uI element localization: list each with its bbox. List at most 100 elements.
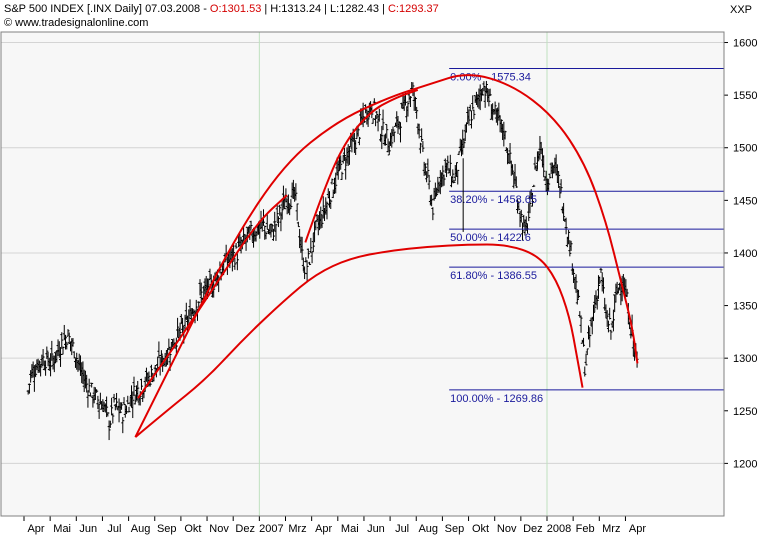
price-bar [131,391,135,419]
price-bar [514,176,518,188]
price-bar [90,382,94,388]
price-bar [628,321,632,330]
price-bar [499,119,503,133]
price-bar [508,143,512,164]
price-bar [340,171,344,180]
price-bar [283,198,287,210]
price-bar [427,174,431,190]
y-tick-label-1600: 1600 [733,38,757,50]
price-bar [106,412,110,417]
interval: Daily] [114,3,142,15]
x-tick-label-15: Aug [418,523,438,535]
price-bar [425,171,429,183]
price-bar [601,277,605,294]
price-bar [524,216,528,231]
price-bar [606,320,610,333]
price-bar [270,223,274,233]
price-bar [452,179,456,184]
price-bar [519,209,523,223]
price-bar [472,109,476,120]
price-bar [321,196,325,219]
price-bar [233,257,237,270]
price-bar [295,203,299,221]
x-tick-label-22: Mrz [602,523,620,535]
y-tick-label-1300: 1300 [733,353,757,365]
price-bar [457,151,461,156]
price-bar [61,346,65,355]
price-bar [398,122,402,143]
price-bar [483,86,487,108]
low-value: 1282.43 [339,3,379,15]
price-bar [334,172,338,194]
y-tick-label-1200: 1200 [733,458,757,470]
price-bar [249,220,253,229]
price-bar [625,288,629,297]
price-bar [371,118,375,124]
price-bar [562,202,566,221]
x-tick-label-13: Jun [367,523,385,535]
price-bar [294,183,298,201]
price-bar [418,142,422,154]
price-bar [305,260,309,283]
price-bar [462,138,466,148]
bar-date: 07.03.2008 [145,3,201,15]
price-bar [95,389,99,393]
y-axis: 1200 1250 1300 1350 1400 1450 1500 1550 1600 [724,38,757,470]
price-bar [199,282,203,303]
price-bar [442,174,446,186]
fib-label-50.00%: 50.00% - 1422.6 [450,232,531,244]
price-bar [431,207,435,221]
price-bar [558,186,562,199]
price-bar [235,253,239,271]
price-bar [276,216,280,228]
price-bar [481,87,485,96]
price-bar [115,392,119,408]
price-bar [375,110,379,119]
price-bar [289,199,293,210]
price-bar [421,141,425,153]
price-bar [88,392,92,397]
price-bar [493,101,497,115]
y-tick-label-1500: 1500 [733,143,757,155]
x-tick-label-16: Sep [445,523,465,535]
price-bar [503,130,507,140]
open-label: O: [209,3,222,15]
price-bar [329,199,333,209]
price-bar [149,364,153,378]
price-bar [64,334,68,350]
fib-label-100.00%: 100.00% - 1269.86 [450,393,543,405]
price-bar [591,304,595,322]
price-bar [423,163,427,176]
price-bar [274,223,278,241]
price-bar [448,154,452,176]
price-bar [120,402,124,410]
price-bar [132,376,136,396]
large-arc [134,74,639,438]
price-bar [430,194,434,207]
price-bar [366,110,370,127]
price-bar [413,96,417,111]
price-bar [44,360,48,376]
x-tick-label-1: Mai [53,523,71,535]
price-bar [595,295,599,310]
price-bar [532,184,536,188]
price-bar [611,309,615,332]
price-bar [330,178,334,185]
price-bar [325,201,329,220]
price-bar [72,351,76,359]
price-bar [97,403,101,419]
price-bar [542,155,546,178]
x-tick-label-17: Okt [472,523,489,535]
x-tick-label-23: Apr [629,523,646,535]
price-bar [446,155,450,171]
price-bar [278,204,282,216]
price-bar [408,96,412,108]
price-bar [528,191,532,214]
trend-arcs[interactable] [134,74,639,438]
symbol-name: S&P 500 INDEX [4,3,84,15]
price-bar [385,123,389,139]
price-bar [608,307,612,320]
x-tick-label-8: Dez [235,523,255,535]
